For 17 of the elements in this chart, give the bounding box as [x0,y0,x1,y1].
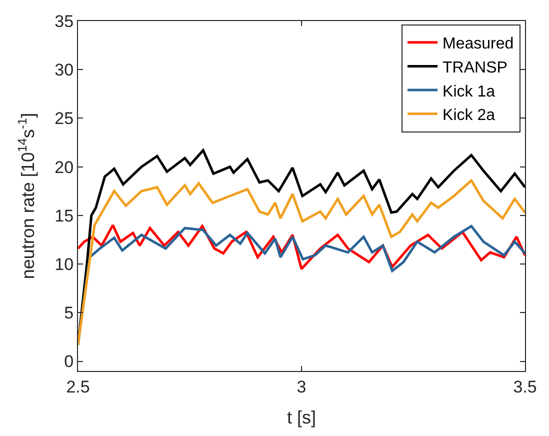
legend-label: Kick 1a [442,83,496,100]
x-tick-label: 3.5 [513,377,537,396]
y-tick-label: 10 [54,255,74,274]
legend-label: TRANSP [442,59,508,76]
y-tick-label: 5 [64,304,74,323]
y-tick-label: 0 [64,352,74,372]
x-tick-label: 3 [296,377,306,396]
line-series [78,179,525,346]
legend-label: Kick 2a [442,107,496,124]
y-tick-label: 15 [54,206,74,226]
y-tick-label: 20 [54,158,74,177]
y-tick-label: 35 [54,12,74,31]
y-tick-label: 25 [54,109,74,128]
legend-label: Measured [442,36,514,53]
x-tick-label: 2.5 [66,377,90,396]
y-tick-label: 30 [54,60,74,80]
x-axis-title: t [s] [286,408,316,428]
